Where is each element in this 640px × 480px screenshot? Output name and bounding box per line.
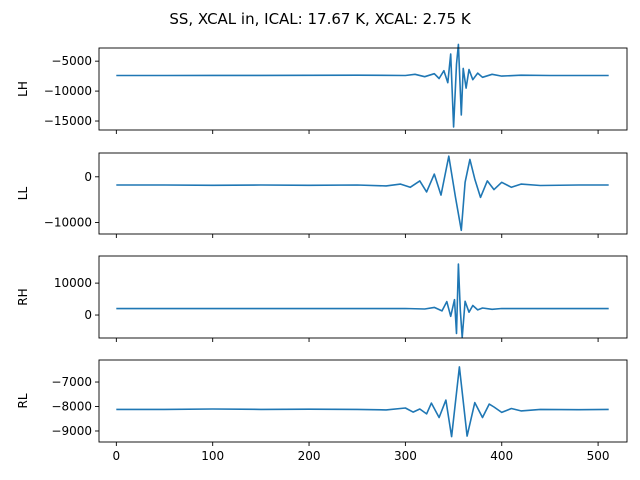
x-tick-label: 0 — [113, 449, 121, 463]
x-tick-label: 400 — [490, 449, 513, 463]
x-tick-label: 500 — [587, 449, 610, 463]
y-tick-label: 0 — [84, 308, 92, 322]
subplot-grid: −5000 −10000 −15000 LH 0 −10000 LL 10000 0 RH −700… — [16, 43, 628, 463]
subplot-lh: −5000 −10000 −15000 LH — [16, 43, 628, 134]
y-tick-label: −7000 — [51, 375, 92, 389]
subplot-rh: 10000 0 RH — [16, 255, 628, 342]
y-tick-label: −10000 — [44, 216, 92, 230]
chart-title: SS, XCAL in, ICAL: 17.67 K, XCAL: 2.75 K — [169, 10, 472, 28]
y-tick-label: −5000 — [51, 54, 92, 68]
axes-frame — [98, 47, 628, 131]
y-axis-label: LL — [16, 187, 30, 201]
y-tick-label: −8000 — [51, 400, 92, 414]
y-tick-label: 0 — [84, 170, 92, 184]
series-line-ll — [116, 155, 609, 232]
x-tick-label: 300 — [394, 449, 417, 463]
series-line-rh — [116, 263, 609, 339]
y-tick-label: −9000 — [51, 424, 92, 438]
subplot-ll: 0 −10000 LL — [16, 152, 628, 238]
y-axis-label: RH — [16, 288, 30, 305]
axes-frame — [98, 255, 628, 339]
y-tick-label: −15000 — [44, 114, 92, 128]
x-tick-label: 100 — [201, 449, 224, 463]
series-line-lh — [116, 43, 609, 128]
y-axis-label: LH — [16, 81, 30, 97]
y-axis-label: RL — [16, 393, 30, 408]
subplot-rl: −7000 −8000 −9000 RL 0 100 200 300 400 500 — [16, 359, 628, 463]
x-tick-label: 200 — [298, 449, 321, 463]
axes-frame — [98, 152, 628, 235]
series-line-rl — [116, 366, 609, 438]
axes-frame — [98, 359, 628, 443]
y-tick-label: 10000 — [54, 276, 92, 290]
y-tick-label: −10000 — [44, 84, 92, 98]
